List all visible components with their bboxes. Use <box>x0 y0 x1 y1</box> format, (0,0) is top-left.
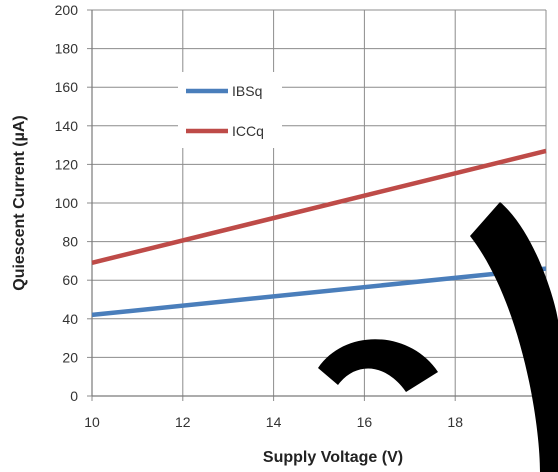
series-line-ibsq <box>91 266 547 318</box>
y-tick-label: 200 <box>55 2 79 18</box>
x-axis-title: Supply Voltage (V) <box>263 449 403 466</box>
x-tick-label: 14 <box>266 414 282 430</box>
gridlines <box>91 9 547 397</box>
data-series <box>91 148 547 318</box>
x-tick-label: 10 <box>84 414 100 430</box>
series-line-iccq <box>91 148 547 265</box>
y-axis-title: Quiescent Current (µA) <box>11 115 28 290</box>
y-tick-label: 180 <box>55 41 79 57</box>
legend-background <box>178 72 282 148</box>
watermark-arc-shape <box>470 202 558 472</box>
y-tick-label: 40 <box>62 311 78 327</box>
y-tick-label: 80 <box>62 234 78 250</box>
y-tick-label: 100 <box>55 195 79 211</box>
y-tick-label: 20 <box>62 349 78 365</box>
decorative-watermark <box>318 202 558 472</box>
y-tick-label: 60 <box>62 272 78 288</box>
y-tick-label: 140 <box>55 118 79 134</box>
legend-label-ibsq: IBSq <box>232 83 262 99</box>
watermark-hook-shape <box>318 339 438 392</box>
x-tick-label: 12 <box>175 414 191 430</box>
legend-label-iccq: ICCq <box>232 123 264 139</box>
x-tick-label: 16 <box>357 414 373 430</box>
y-tick-label: 0 <box>70 388 78 404</box>
legend: IBSq ICCq <box>178 72 282 148</box>
axes: 020406080100120140160180200101214161820 <box>55 2 554 430</box>
x-tick-label: 18 <box>447 414 463 430</box>
y-tick-label: 120 <box>55 156 79 172</box>
y-tick-label: 160 <box>55 79 79 95</box>
